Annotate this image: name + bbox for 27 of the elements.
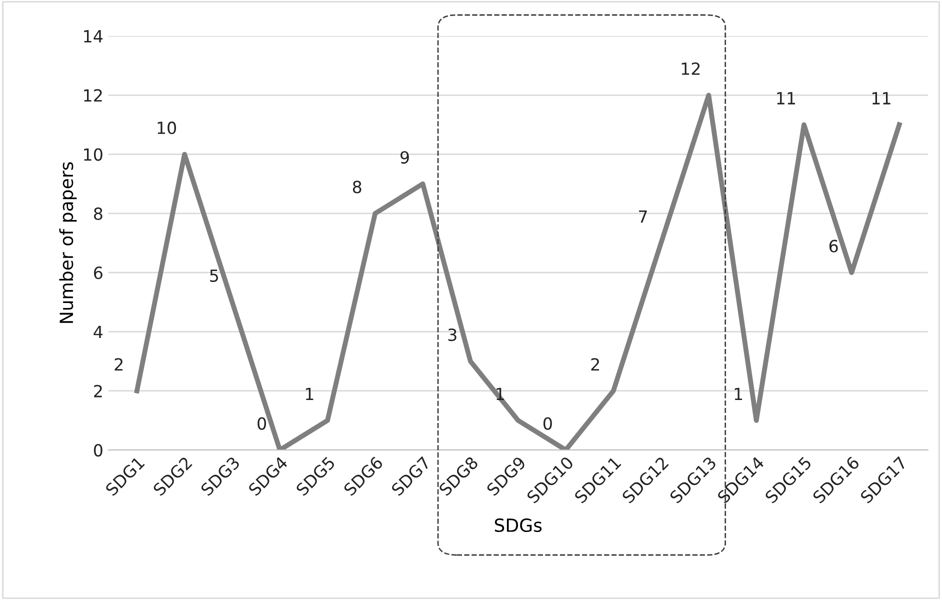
data-label: 2 — [114, 358, 122, 370]
data-label: 1 — [306, 388, 314, 400]
data-label: 2 — [591, 358, 599, 370]
data-label: 6 — [829, 240, 838, 252]
x-axis-title: SDGs — [494, 518, 542, 532]
data-label: 10 — [158, 122, 176, 134]
data-label: 12 — [682, 62, 700, 75]
data-label: 11 — [777, 92, 795, 104]
y-tick-label: 0 — [94, 444, 102, 457]
data-label: 11 — [872, 92, 890, 104]
y-axis-title: Number of papers — [59, 162, 77, 323]
data-label: 8 — [352, 180, 362, 194]
data-label: 0 — [258, 417, 266, 430]
y-tick-label: 4 — [94, 326, 103, 338]
y-tick-label: 12 — [84, 89, 102, 102]
y-tick-label: 10 — [84, 148, 102, 161]
line-series — [134, 92, 902, 450]
y-tick-label: 6 — [94, 266, 102, 280]
data-label: 7 — [639, 210, 647, 223]
data-label: 9 — [400, 151, 409, 164]
data-label: 0 — [543, 417, 552, 430]
data-label: 5 — [210, 270, 218, 282]
data-label: 3 — [448, 328, 456, 342]
y-tick-label: 2 — [94, 384, 102, 398]
data-label: 1 — [734, 388, 742, 400]
y-tick-label: 8 — [94, 207, 102, 220]
y-tick-label: 14 — [84, 30, 103, 42]
